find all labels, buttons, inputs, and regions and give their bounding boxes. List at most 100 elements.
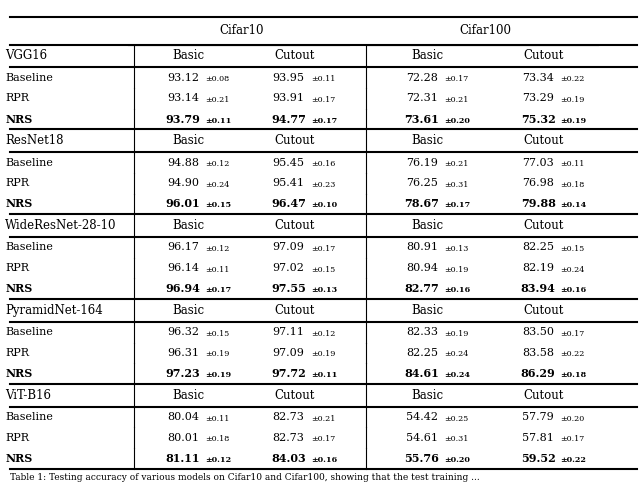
Text: ±0.12: ±0.12: [205, 245, 230, 253]
Text: 72.28: 72.28: [406, 73, 438, 83]
Text: 72.31: 72.31: [406, 93, 438, 103]
Text: Basic: Basic: [173, 304, 205, 317]
Text: 86.29: 86.29: [521, 368, 556, 379]
Text: Cutout: Cutout: [274, 134, 315, 147]
Text: ±0.19: ±0.19: [561, 96, 585, 104]
Text: ±0.19: ±0.19: [205, 350, 230, 359]
Text: 97.23: 97.23: [166, 368, 200, 379]
Text: 83.50: 83.50: [522, 327, 554, 337]
Text: ±0.14: ±0.14: [561, 201, 587, 209]
Text: 82.25: 82.25: [406, 348, 438, 358]
Text: 73.29: 73.29: [522, 93, 554, 103]
Text: ±0.16: ±0.16: [561, 286, 586, 294]
Text: 54.42: 54.42: [406, 412, 438, 422]
Text: 78.67: 78.67: [404, 198, 439, 209]
Text: 54.61: 54.61: [406, 433, 438, 443]
Text: 94.88: 94.88: [167, 158, 199, 168]
Text: 93.95: 93.95: [273, 73, 305, 83]
Text: 80.04: 80.04: [167, 412, 199, 422]
Text: Table 1: Testing accuracy of various models on Cifar10 and Cifar100, showing tha: Table 1: Testing accuracy of various mod…: [10, 473, 479, 482]
Text: ±0.12: ±0.12: [311, 330, 335, 338]
Text: 94.90: 94.90: [167, 178, 199, 188]
Text: ±0.17: ±0.17: [561, 330, 584, 338]
Text: ±0.11: ±0.11: [311, 75, 335, 83]
Text: Baseline: Baseline: [5, 327, 53, 337]
Text: ±0.22: ±0.22: [561, 350, 585, 359]
Text: 84.61: 84.61: [404, 368, 439, 379]
Text: Basic: Basic: [412, 219, 444, 232]
Text: 97.72: 97.72: [271, 368, 306, 379]
Text: 57.81: 57.81: [522, 433, 554, 443]
Text: ResNet18: ResNet18: [5, 134, 63, 147]
Text: 97.02: 97.02: [273, 263, 305, 273]
Text: 76.19: 76.19: [406, 158, 438, 168]
Text: NRS: NRS: [5, 114, 33, 124]
Text: 96.01: 96.01: [166, 198, 200, 209]
Text: RPR: RPR: [5, 348, 29, 358]
Text: Baseline: Baseline: [5, 412, 53, 422]
Text: 82.73: 82.73: [273, 412, 305, 422]
Text: Basic: Basic: [173, 50, 205, 62]
Text: ±0.22: ±0.22: [561, 75, 585, 83]
Text: ±0.10: ±0.10: [311, 201, 337, 209]
Text: 93.91: 93.91: [273, 93, 305, 103]
Text: RPR: RPR: [5, 93, 29, 103]
Text: 80.94: 80.94: [406, 263, 438, 273]
Text: 96.14: 96.14: [167, 263, 199, 273]
Text: ±0.12: ±0.12: [205, 160, 230, 168]
Text: Cifar100: Cifar100: [460, 24, 512, 38]
Text: ±0.11: ±0.11: [311, 371, 337, 379]
Text: ±0.18: ±0.18: [561, 371, 586, 379]
Text: ±0.17: ±0.17: [205, 286, 231, 294]
Text: PyramidNet-164: PyramidNet-164: [5, 304, 103, 317]
Text: 82.33: 82.33: [406, 327, 438, 337]
Text: 76.98: 76.98: [522, 178, 554, 188]
Text: ±0.18: ±0.18: [561, 181, 584, 188]
Text: VGG16: VGG16: [5, 50, 47, 62]
Text: Cutout: Cutout: [274, 389, 315, 402]
Text: 80.01: 80.01: [167, 433, 199, 443]
Text: ±0.15: ±0.15: [311, 265, 335, 273]
Text: ±0.11: ±0.11: [205, 117, 232, 124]
Text: 73.61: 73.61: [404, 114, 439, 124]
Text: Basic: Basic: [173, 134, 205, 147]
Text: ±0.22: ±0.22: [561, 456, 586, 464]
Text: Basic: Basic: [412, 304, 444, 317]
Text: 97.11: 97.11: [273, 327, 305, 337]
Text: 83.58: 83.58: [522, 348, 554, 358]
Text: ViT-B16: ViT-B16: [5, 389, 51, 402]
Text: 82.25: 82.25: [522, 243, 554, 252]
Text: 83.94: 83.94: [521, 283, 556, 294]
Text: Cutout: Cutout: [274, 219, 315, 232]
Text: 73.34: 73.34: [522, 73, 554, 83]
Text: NRS: NRS: [5, 453, 33, 464]
Text: 95.41: 95.41: [273, 178, 305, 188]
Text: 82.77: 82.77: [404, 283, 439, 294]
Text: 93.12: 93.12: [167, 73, 199, 83]
Text: ±0.19: ±0.19: [205, 371, 231, 379]
Text: 97.09: 97.09: [273, 243, 305, 252]
Text: Cutout: Cutout: [524, 304, 564, 317]
Text: 82.73: 82.73: [273, 433, 305, 443]
Text: 75.32: 75.32: [521, 114, 556, 124]
Text: Basic: Basic: [412, 389, 444, 402]
Text: ±0.15: ±0.15: [561, 245, 584, 253]
Text: Cutout: Cutout: [524, 50, 564, 62]
Text: 93.14: 93.14: [167, 93, 199, 103]
Text: ±0.17: ±0.17: [444, 75, 468, 83]
Text: ±0.31: ±0.31: [444, 181, 468, 188]
Text: RPR: RPR: [5, 263, 29, 273]
Text: ±0.17: ±0.17: [311, 96, 335, 104]
Text: ±0.24: ±0.24: [561, 265, 585, 273]
Text: ±0.19: ±0.19: [561, 117, 586, 124]
Text: ±0.17: ±0.17: [311, 117, 337, 124]
Text: 57.79: 57.79: [522, 412, 554, 422]
Text: 94.77: 94.77: [271, 114, 306, 124]
Text: ±0.19: ±0.19: [311, 350, 335, 359]
Text: 82.19: 82.19: [522, 263, 554, 273]
Text: 55.76: 55.76: [404, 453, 439, 464]
Text: ±0.21: ±0.21: [444, 96, 468, 104]
Text: ±0.15: ±0.15: [205, 330, 229, 338]
Text: ±0.25: ±0.25: [444, 415, 468, 423]
Text: Cutout: Cutout: [274, 304, 315, 317]
